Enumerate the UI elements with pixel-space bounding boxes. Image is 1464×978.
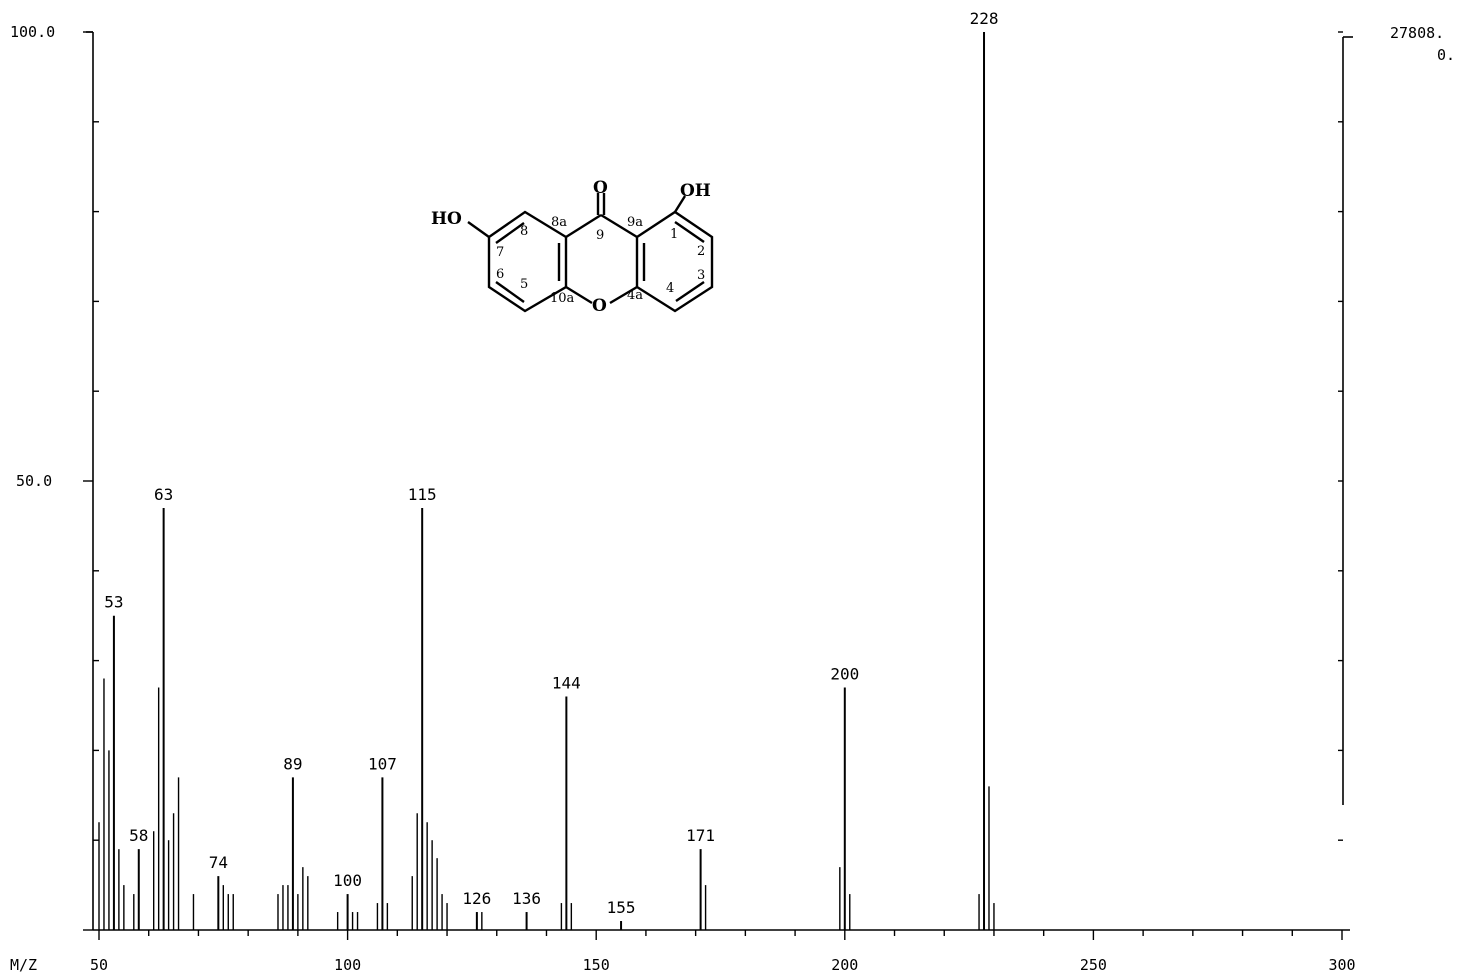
position-4a: 4a [627, 288, 643, 303]
position-3: 3 [697, 268, 705, 283]
peak-label-100: 100 [333, 871, 362, 890]
bond-c1-oh [673, 195, 687, 213]
peak-label-200: 200 [830, 665, 859, 684]
peak-label-115: 115 [408, 485, 437, 504]
peak-label-144: 144 [552, 674, 581, 693]
position-9a: 9a [627, 215, 643, 230]
peak-label-74: 74 [209, 853, 228, 872]
right-scale-max-label: 27808. [1390, 24, 1444, 42]
position-6: 6 [496, 267, 504, 282]
position-8: 8 [520, 224, 528, 239]
x-tick-label: 250 [1080, 956, 1107, 974]
right-scale-min-label: 0. [1437, 46, 1455, 64]
chart-axes: 100.0 50.0 27808. 0. M/Z 50 100 150 200 250 3… [10, 23, 1455, 974]
spectrum-peaks [98, 32, 995, 930]
y-tick-label-50: 50.0 [16, 472, 52, 490]
peak-label-58: 58 [129, 826, 148, 845]
position-7: 7 [496, 245, 504, 260]
x-tick-label: 150 [583, 956, 610, 974]
right-ring-double-bond-c [675, 281, 705, 302]
atom-oh-right: OH [680, 181, 711, 201]
y-tick-label-100: 100.0 [10, 23, 55, 41]
left-y-ticks [83, 31, 99, 931]
bond-10a-o [565, 285, 593, 305]
chemical-structure [467, 193, 714, 313]
x-tick-label: 200 [831, 956, 858, 974]
position-4: 4 [666, 281, 674, 296]
peak-label-63: 63 [154, 485, 173, 504]
right-ring-double-bond-b [674, 221, 705, 243]
bond-9-9a [600, 213, 638, 239]
position-8a: 8a [551, 215, 567, 230]
position-1: 1 [670, 227, 678, 242]
bond-8a-9 [565, 213, 602, 239]
structure-labels: O O HO OH 1 2 3 4 4a 5 6 7 8 8a 9 9a 10a [431, 178, 711, 316]
atom-ho-left: HO [431, 209, 462, 229]
right-y-ticks [1338, 31, 1343, 841]
position-10a: 10a [550, 291, 575, 306]
x-tick-label: 50 [90, 956, 108, 974]
peak-label-107: 107 [368, 754, 397, 773]
position-5: 5 [520, 277, 528, 292]
bond-o-4a [609, 285, 638, 305]
x-tick-label: 100 [334, 956, 361, 974]
peak-label-171: 171 [686, 826, 715, 845]
x-tick-labels: 50 100 150 200 250 300 [90, 956, 1356, 974]
bond-c7-oh [467, 221, 490, 238]
peak-label-136: 136 [512, 889, 541, 908]
x-axis-label: M/Z [10, 956, 37, 974]
atom-ring-oxygen: O [592, 296, 607, 316]
peak-label-126: 126 [462, 889, 491, 908]
left-ring-double-bond-b [495, 281, 525, 303]
position-9: 9 [596, 228, 604, 243]
peak-label-155: 155 [607, 898, 636, 917]
x-tick-label: 300 [1328, 956, 1355, 974]
atom-carbonyl-oxygen: O [593, 178, 608, 198]
peak-label-89: 89 [283, 754, 302, 773]
x-ticks [98, 930, 1343, 940]
peak-label-53: 53 [104, 593, 123, 612]
position-2: 2 [697, 244, 705, 259]
left-ring-double-bond-a [495, 222, 525, 244]
peak-label-228: 228 [970, 9, 999, 28]
